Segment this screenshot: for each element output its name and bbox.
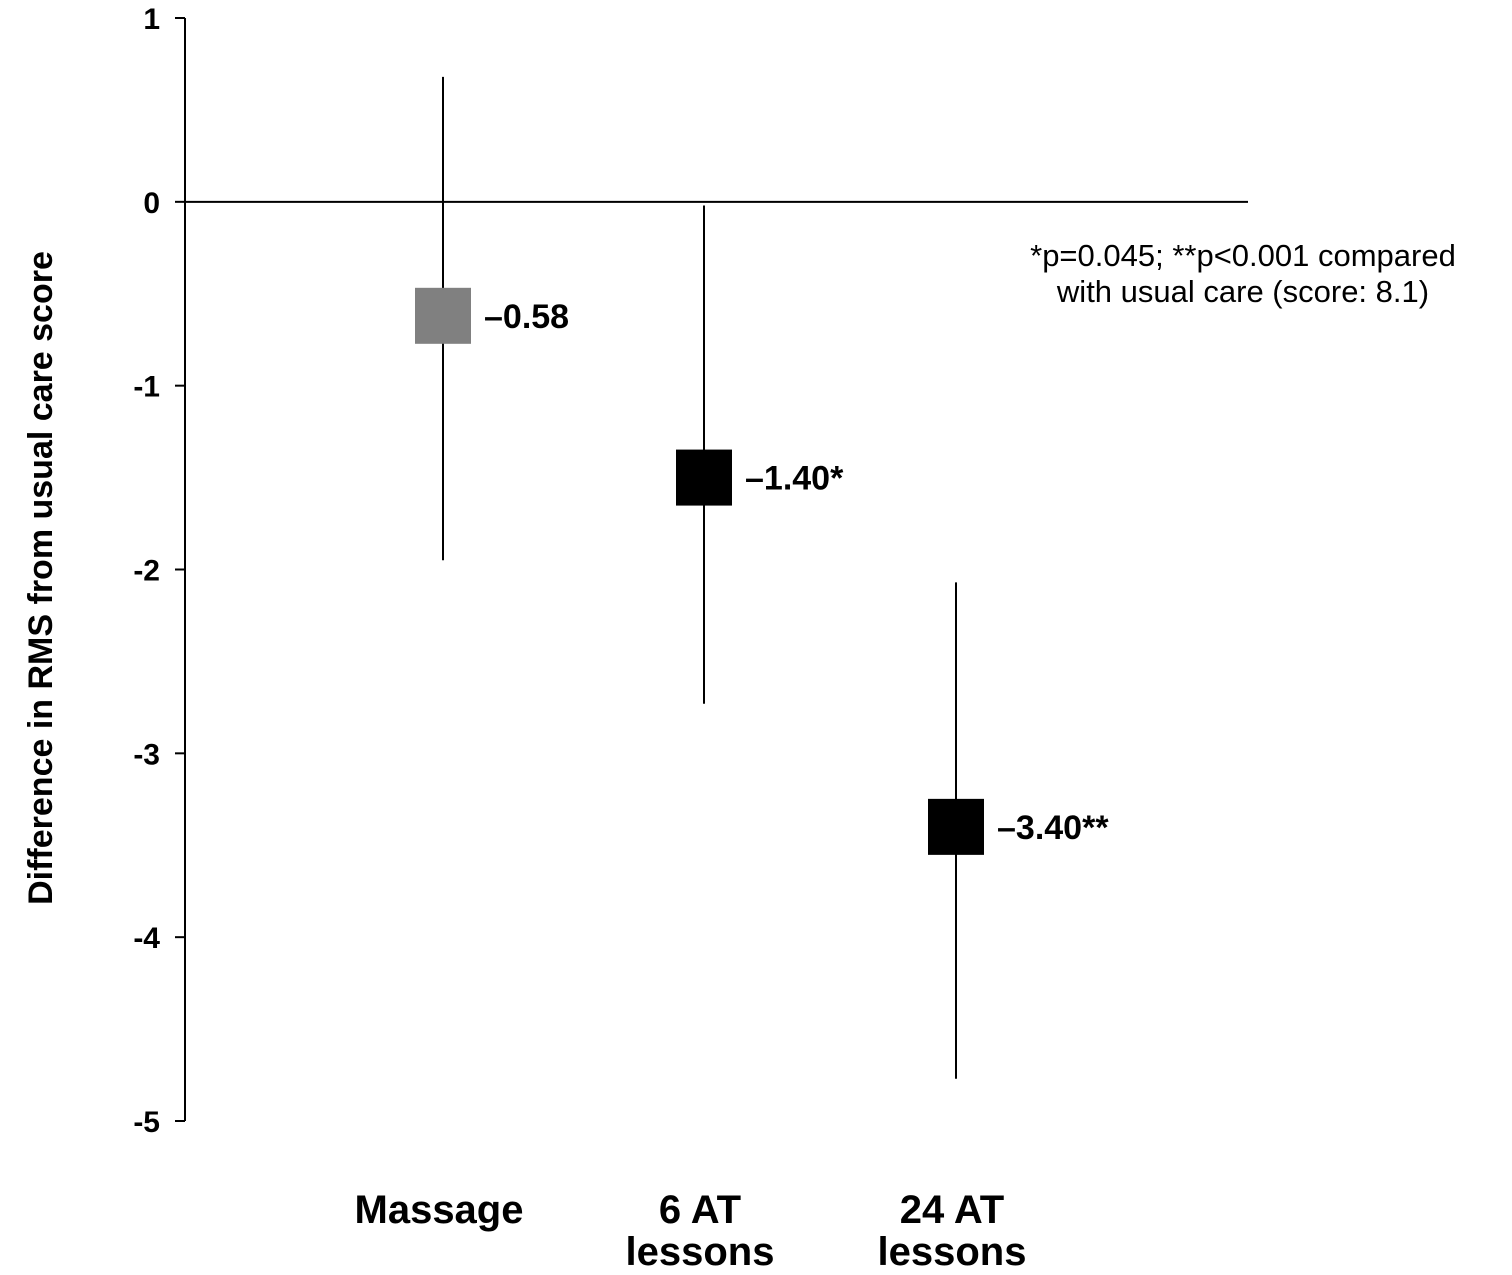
point-marker [415, 287, 471, 344]
y-tick-label: 1 [143, 3, 160, 36]
point-marker [676, 449, 732, 506]
point-marker [928, 798, 984, 855]
category-labels: Massage 6 AT lessons 24 AT lessons [355, 1188, 1027, 1274]
y-axis-title: Difference in RMS from usual care score [22, 251, 60, 905]
y-tick-label: -5 [133, 1106, 160, 1139]
y-axis: 1 0 -1 -2 -3 -4 -5 [133, 3, 186, 1139]
data-label: –0.58 [484, 298, 569, 336]
significance-note: *p=0.045; **p<0.001 compared with usual c… [1030, 238, 1456, 309]
category-label: 24 AT lessons [878, 1188, 1027, 1274]
y-tick-label: 0 [143, 187, 160, 220]
y-tick-label: -4 [133, 922, 160, 955]
data-label: –1.40* [745, 460, 844, 498]
category-label: Massage [355, 1188, 524, 1232]
y-tick-label: -3 [133, 738, 160, 771]
y-tick-label: -2 [133, 555, 160, 588]
data-marks: –0.58 –1.40* –3.40** [415, 76, 1109, 1079]
data-label: –3.40** [997, 809, 1109, 847]
category-label: 6 AT lessons [626, 1188, 775, 1274]
y-tick-label: -1 [133, 371, 160, 404]
